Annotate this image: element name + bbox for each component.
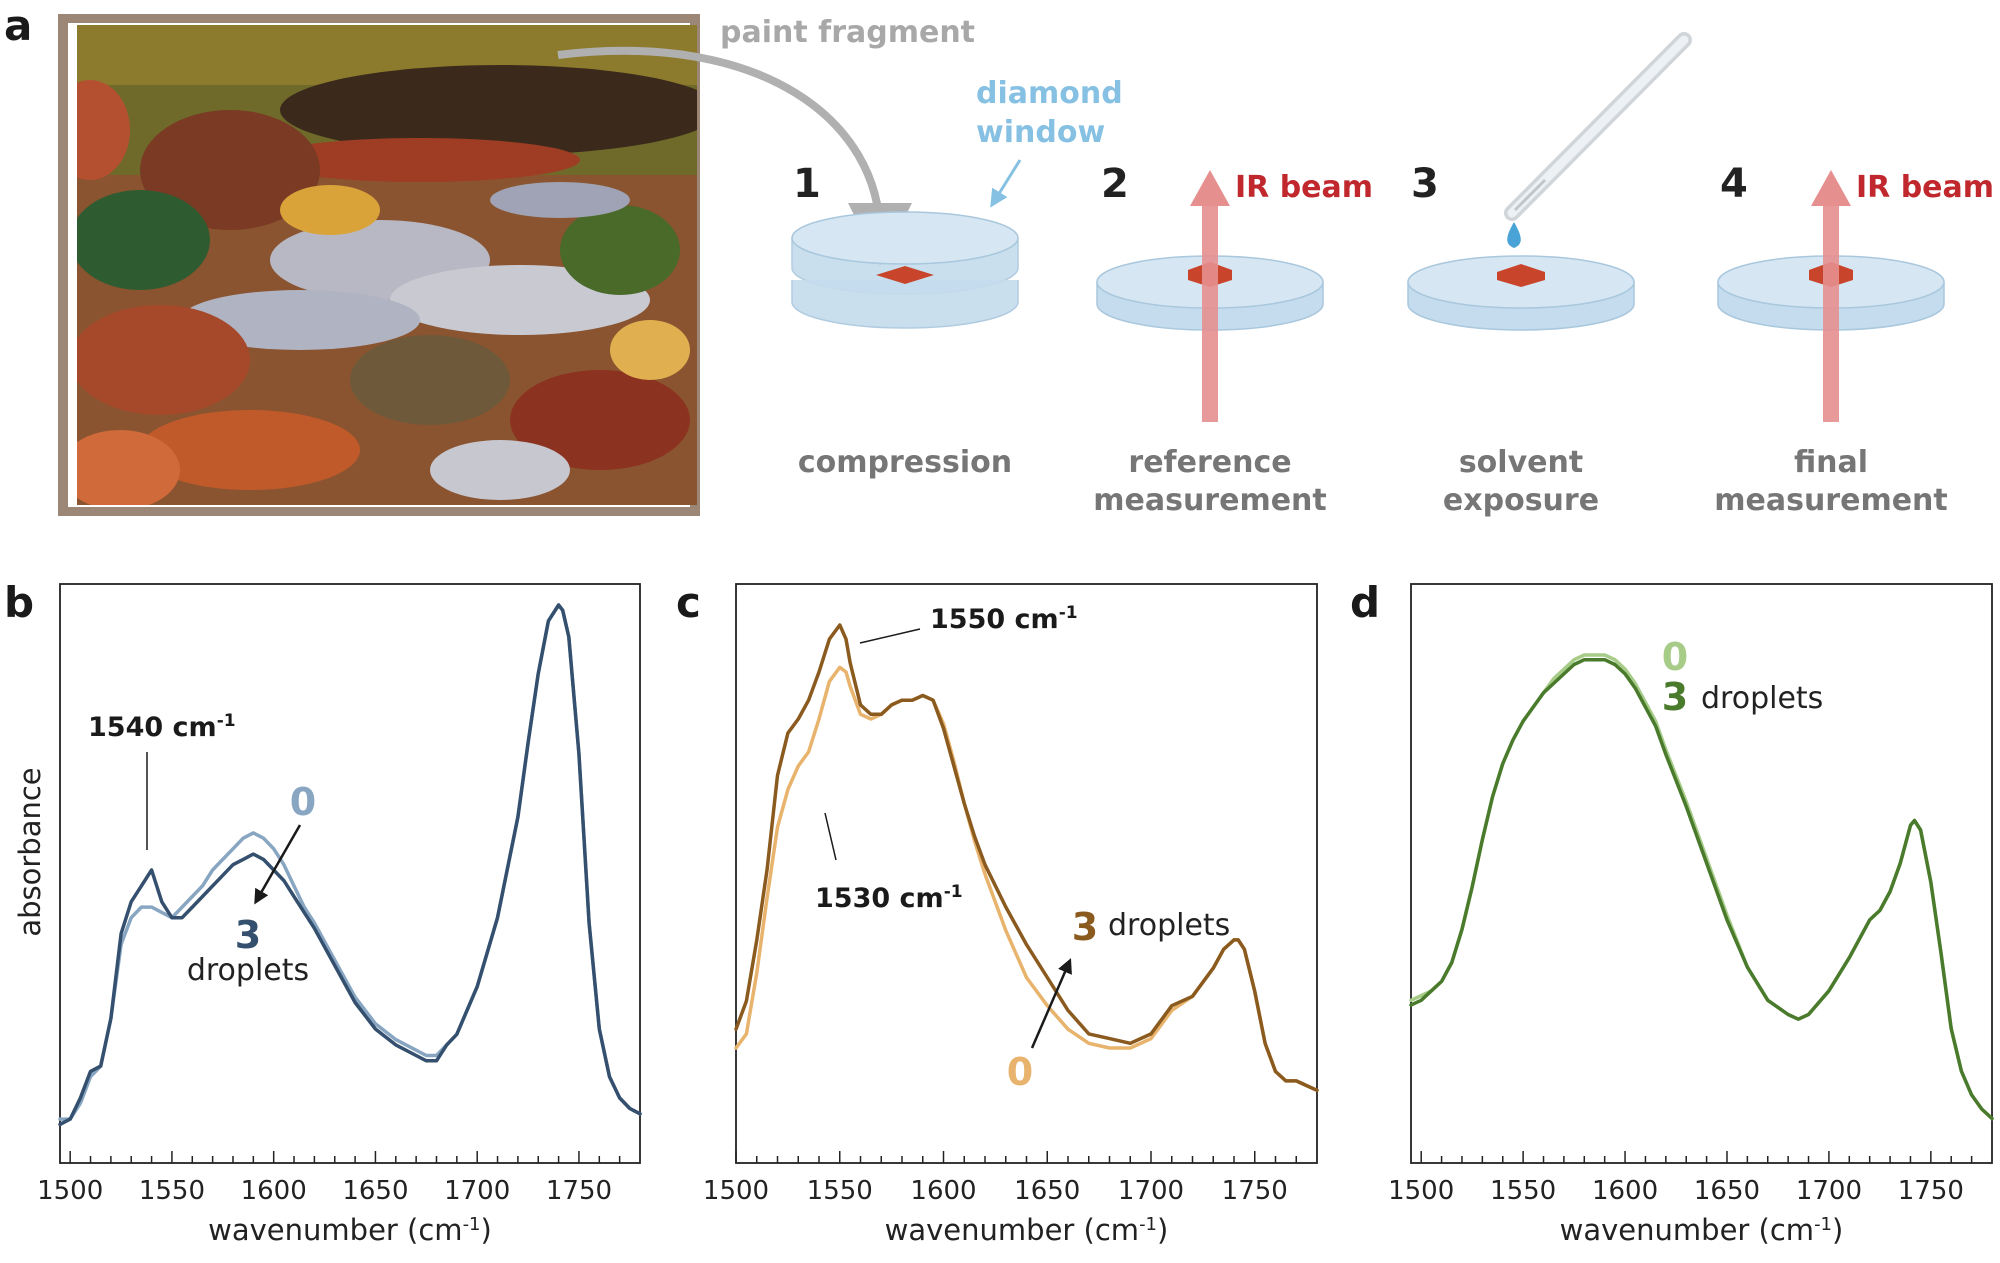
annotation-1550: 1550 cm-1 [930,603,1078,635]
droplets-label: droplets [187,953,309,988]
panel-c-letter: c [676,578,701,627]
ir-beam-arrow-4 [1823,200,1839,422]
y-axis-label: absorbance [13,767,47,936]
step-1-label: compression [798,445,1012,480]
annotation-leader-1530 [824,812,837,861]
x-tick-label: 1500 [37,1176,103,1206]
step-4-label-line2: measurement [1714,483,1948,518]
series-label-0: 0 [1007,1050,1033,1094]
step-3-label-line1: solvent [1459,445,1583,480]
x-tick-label: 1550 [807,1176,873,1206]
chart-b: 1500 1550 1600 1650 1700 1750 wavenumber (cm-1… [37,583,642,1247]
series-line-0-droplets [1409,653,1994,1121]
step-3-number: 3 [1411,161,1439,207]
x-axis-label: wavenumber (cm-1) [885,1213,1169,1247]
annotation-1540: 1540 cm-1 [88,711,236,743]
annotation-leader-1550 [859,628,921,644]
x-tick-label: 1600 [910,1176,976,1206]
chart-d-frame [1410,583,1993,1164]
pipette-icon [1504,32,1692,221]
x-axis-label: wavenumber (cm-1) [208,1213,492,1247]
series-label-3: 3 [1072,905,1098,949]
diamond-window-label: diamond [976,76,1123,111]
panel-d-letter: d [1350,578,1380,627]
x-tick-label: 1650 [1694,1176,1760,1206]
series-line-0-droplets [58,603,642,1121]
ir-beam-arrow-2 [1202,200,1218,422]
painting-image [77,25,697,505]
paint-fragment-label: paint fragment [720,15,975,50]
x-tick-label: 1600 [241,1176,307,1206]
fragment-3 [1497,264,1545,287]
series-label-0: 0 [290,780,316,824]
diamond-window-pointer [990,159,1022,208]
x-tick-label: 1500 [703,1176,769,1206]
x-tick-label: 1750 [1898,1176,1964,1206]
series-line-3-droplets [1409,657,1994,1121]
series-label-3: 3 [235,913,261,957]
ir-beam-label-2: IR beam [1235,170,1373,205]
fragment-1 [876,266,934,284]
x-axis-label: wavenumber (cm-1) [1560,1213,1844,1247]
change-arrow [254,824,302,905]
painting [58,14,700,516]
paint-fragment-arrow [557,46,912,267]
droplet-icon [1507,222,1521,248]
step-1: 1 compression [791,161,1019,480]
x-tick-label: 1550 [139,1176,205,1206]
step-2-number: 2 [1101,161,1129,207]
chart-b-frame [59,583,641,1164]
series-line-3-droplets [734,623,1319,1093]
x-tick-label: 1750 [546,1176,612,1206]
panel-a-letter: a [4,1,32,50]
x-tick-label: 1550 [1490,1176,1556,1206]
x-tick-label: 1500 [1388,1176,1454,1206]
ir-beam-label-4: IR beam [1856,170,1994,205]
series-line-3-droplets [58,603,642,1127]
chart-c: 1500 1550 1600 1650 1700 1750 wavenumber (cm-1… [703,583,1319,1247]
step-4-label-line1: final [1794,445,1868,480]
step-4-number: 4 [1720,161,1748,207]
step-2-label-line2: measurement [1093,483,1327,518]
droplets-label: droplets [1108,908,1230,943]
x-tick-label: 1650 [342,1176,408,1206]
panel-b-letter: b [4,578,34,627]
series-label-0: 0 [1662,635,1688,679]
step-3-label-line2: exposure [1443,483,1599,518]
step-1-number: 1 [793,161,821,207]
annotation-1530: 1530 cm-1 [815,882,963,914]
series-label-3: 3 [1662,675,1688,719]
droplets-label: droplets [1701,681,1823,716]
x-tick-label: 1750 [1222,1176,1288,1206]
diamond-window-label-2: window [976,115,1105,150]
step-2: 2 IR beam reference measurement [1093,161,1373,518]
step-2-label-line1: reference [1128,445,1291,480]
x-tick-label: 1700 [1118,1176,1184,1206]
x-tick-label: 1600 [1592,1176,1658,1206]
chart-d: 1500 1550 1600 1650 1700 1750 wavenumber (cm-1… [1388,583,1994,1247]
step-4: 4 IR beam final measurement [1714,161,1994,518]
x-tick-label: 1650 [1014,1176,1080,1206]
series-line-0-droplets [734,665,1319,1093]
step-3: 3 solvent exposure [1407,32,1692,518]
x-tick-label: 1700 [444,1176,510,1206]
x-tick-label: 1700 [1796,1176,1862,1206]
change-arrow [1030,958,1072,1049]
